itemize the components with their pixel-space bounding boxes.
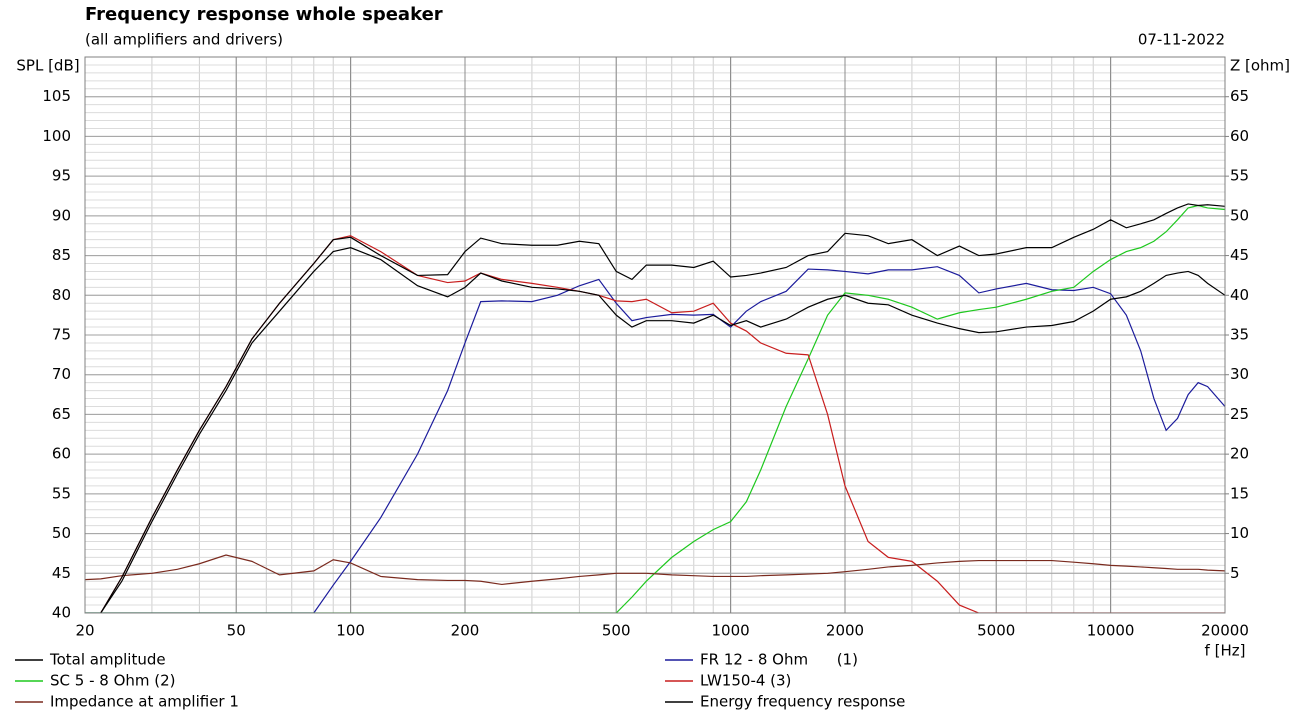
x-axis-label: f [Hz]: [1205, 642, 1246, 660]
y-tick-label: 60: [52, 445, 71, 463]
y-tick-label: 80: [52, 286, 71, 304]
y2-axis-label: Z [ohm]: [1230, 57, 1290, 75]
y2-tick-label: 10: [1230, 524, 1249, 542]
y2-tick-label: 50: [1230, 206, 1249, 224]
y2-tick-label: 20: [1230, 445, 1249, 463]
y2-tick-label: 30: [1230, 365, 1249, 383]
y2-tick-label: 60: [1230, 127, 1249, 145]
legend-label: LW150-4 (3): [700, 672, 791, 690]
series-line: [85, 554, 1225, 586]
tick-labels: 20 50 100 200 500 1000 2000 5000 10000 20000 40 45 5…: [42, 87, 1249, 639]
x-tick-label: 20000: [1201, 622, 1249, 640]
series-line: [100, 247, 1225, 613]
grid: [84, 57, 1229, 614]
y-tick-label: 65: [52, 405, 71, 423]
x-tick-label: 100: [336, 622, 365, 640]
y-tick-label: 105: [42, 87, 71, 105]
x-tick-label: 10000: [1087, 622, 1135, 640]
legend: Total amplitude FR 12 - 8 Ohm (1) SC 5 - 8…: [15, 651, 905, 711]
y2-tick-label: 35: [1230, 326, 1249, 344]
y-tick-label: 75: [52, 326, 71, 344]
date: 07-11-2022: [1138, 31, 1225, 49]
x-tick-label: 20: [75, 622, 94, 640]
legend-label: Energy frequency response: [700, 693, 905, 711]
chart-subtitle: (all amplifiers and drivers): [85, 31, 283, 49]
plot-area: [85, 203, 1225, 613]
y2-tick-label: 45: [1230, 246, 1249, 264]
y-tick-label: 100: [42, 127, 71, 145]
y-tick-label: 50: [52, 524, 71, 542]
y-tick-label: 85: [52, 246, 71, 264]
x-tick-label: 50: [227, 622, 246, 640]
x-tick-label: 500: [602, 622, 631, 640]
y-tick-label: 45: [52, 564, 71, 582]
legend-label: Impedance at amplifier 1: [50, 693, 239, 711]
y-tick-label: 90: [52, 206, 71, 224]
legend-label: FR 12 - 8 Ohm (1): [700, 651, 858, 669]
legend-label: SC 5 - 8 Ohm (2): [50, 672, 176, 690]
series-line: [100, 203, 1225, 613]
legend-label: Total amplitude: [49, 651, 166, 669]
chart-title: Frequency response whole speaker: [85, 4, 443, 25]
y2-tick-label: 65: [1230, 87, 1249, 105]
series-line: [85, 204, 1225, 613]
x-tick-label: 5000: [977, 622, 1015, 640]
y2-tick-label: 25: [1230, 405, 1249, 423]
x-tick-label: 200: [451, 622, 480, 640]
y2-tick-label: 15: [1230, 484, 1249, 502]
x-tick-label: 1000: [712, 622, 750, 640]
y-tick-label: 95: [52, 167, 71, 185]
y-tick-label: 70: [52, 365, 71, 383]
y-axis-label: SPL [dB]: [16, 57, 79, 75]
y-tick-label: 55: [52, 484, 71, 502]
y2-tick-label: 55: [1230, 167, 1249, 185]
y-tick-label: 40: [52, 604, 71, 622]
plot-frame: [84, 56, 1226, 614]
y2-tick-label: 40: [1230, 286, 1249, 304]
x-tick-label: 2000: [826, 622, 864, 640]
y2-tick-label: 5: [1230, 564, 1240, 582]
